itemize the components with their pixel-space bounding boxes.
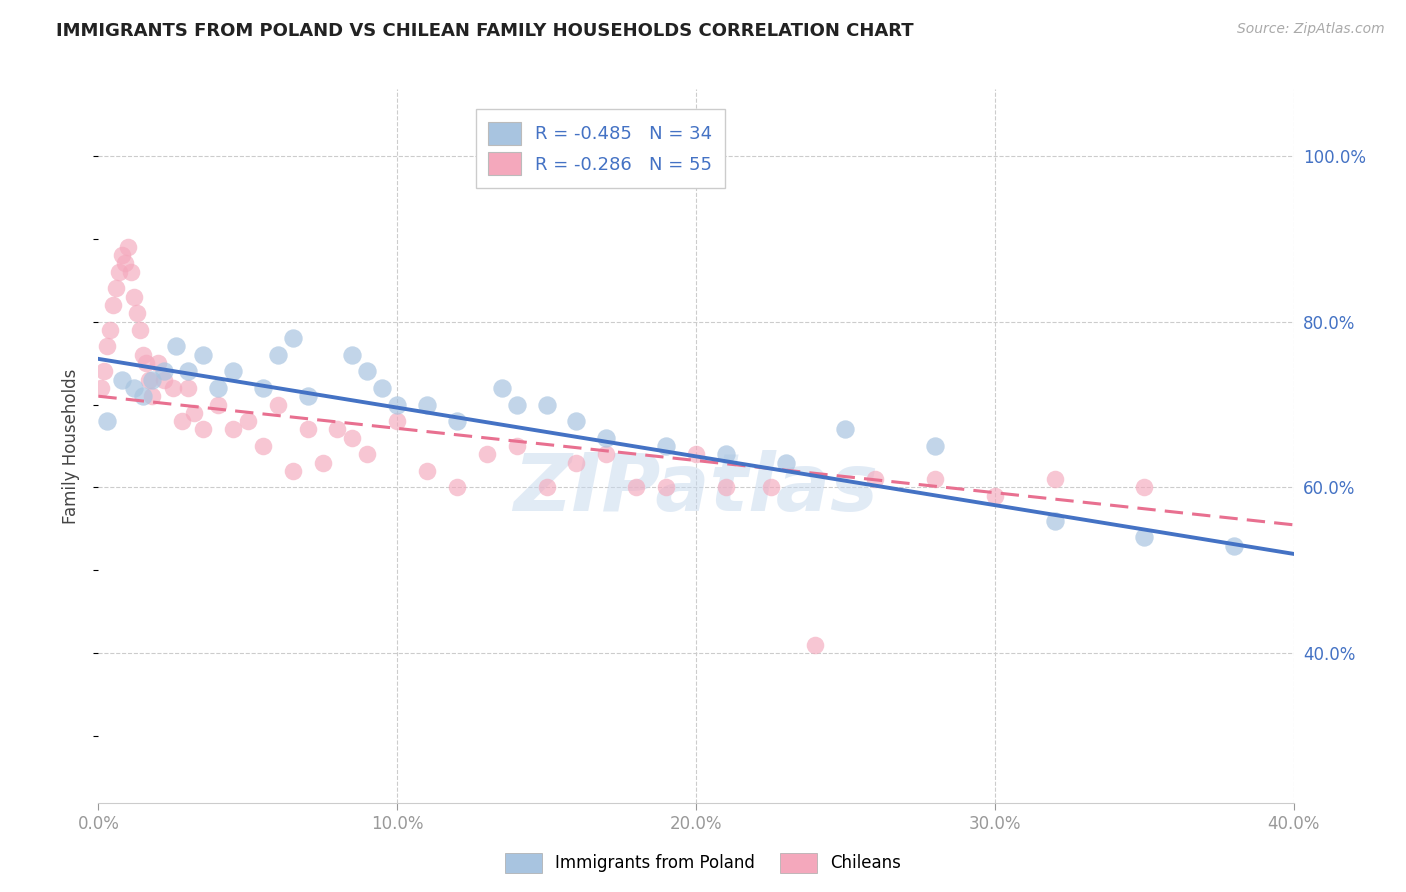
Point xyxy=(297,389,319,403)
Point xyxy=(565,414,588,428)
Point xyxy=(222,422,245,436)
Point xyxy=(124,381,146,395)
Point xyxy=(98,323,122,337)
Point xyxy=(475,447,498,461)
Text: IMMIGRANTS FROM POLAND VS CHILEAN FAMILY HOUSEHOLDS CORRELATION CHART: IMMIGRANTS FROM POLAND VS CHILEAN FAMILY… xyxy=(56,22,914,40)
Point xyxy=(207,381,229,395)
Point xyxy=(834,422,856,436)
Point xyxy=(135,356,157,370)
Point xyxy=(153,364,176,378)
Point xyxy=(924,472,946,486)
Text: ZIPatlas: ZIPatlas xyxy=(513,450,879,528)
Text: Source: ZipAtlas.com: Source: ZipAtlas.com xyxy=(1237,22,1385,37)
Point xyxy=(132,389,155,403)
Point xyxy=(626,481,648,495)
Point xyxy=(865,472,887,486)
Point xyxy=(685,447,707,461)
Point xyxy=(153,373,176,387)
Point xyxy=(129,323,152,337)
Point xyxy=(416,464,439,478)
Point xyxy=(111,248,134,262)
Point xyxy=(252,381,274,395)
Point xyxy=(183,406,205,420)
Point xyxy=(191,422,214,436)
Point xyxy=(714,481,737,495)
Point xyxy=(93,364,115,378)
Point xyxy=(655,481,678,495)
Point xyxy=(506,439,529,453)
Point xyxy=(281,464,304,478)
Point xyxy=(96,414,118,428)
Point xyxy=(385,414,409,428)
Point xyxy=(385,397,409,411)
Point xyxy=(1133,481,1156,495)
Point xyxy=(124,290,146,304)
Point xyxy=(117,240,139,254)
Point xyxy=(446,414,468,428)
Point xyxy=(120,265,142,279)
Point xyxy=(141,389,163,403)
Point xyxy=(714,447,737,461)
Point xyxy=(595,447,617,461)
Point xyxy=(491,381,513,395)
Point xyxy=(281,331,304,345)
Point xyxy=(595,431,617,445)
Point xyxy=(446,481,468,495)
Legend: R = -0.485   N = 34, R = -0.286   N = 55: R = -0.485 N = 34, R = -0.286 N = 55 xyxy=(475,109,725,188)
Point xyxy=(1133,530,1156,544)
Point xyxy=(252,439,274,453)
Point xyxy=(111,373,134,387)
Point xyxy=(326,422,349,436)
Point xyxy=(222,364,245,378)
Point xyxy=(96,339,118,353)
Point xyxy=(655,439,678,453)
Point xyxy=(1043,514,1066,528)
Point xyxy=(356,364,378,378)
Point xyxy=(984,489,1007,503)
Point xyxy=(356,447,378,461)
Point xyxy=(804,638,827,652)
Point xyxy=(311,456,333,470)
Point xyxy=(342,431,364,445)
Point xyxy=(759,481,782,495)
Point xyxy=(536,481,558,495)
Point xyxy=(108,265,131,279)
Point xyxy=(148,356,170,370)
Point xyxy=(536,397,558,411)
Point xyxy=(105,281,128,295)
Point xyxy=(371,381,394,395)
Point xyxy=(127,306,149,320)
Point xyxy=(177,381,200,395)
Point xyxy=(1043,472,1066,486)
Point xyxy=(162,381,184,395)
Legend: Immigrants from Poland, Chileans: Immigrants from Poland, Chileans xyxy=(499,847,907,880)
Point xyxy=(924,439,946,453)
Point xyxy=(207,397,229,411)
Point xyxy=(416,397,439,411)
Point xyxy=(506,397,529,411)
Point xyxy=(1223,539,1246,553)
Y-axis label: Family Households: Family Households xyxy=(62,368,80,524)
Point xyxy=(103,298,125,312)
Point xyxy=(141,373,163,387)
Point xyxy=(90,381,112,395)
Point xyxy=(132,348,155,362)
Point xyxy=(191,348,214,362)
Point xyxy=(565,456,588,470)
Point xyxy=(165,339,187,353)
Point xyxy=(172,414,194,428)
Point xyxy=(138,373,160,387)
Point xyxy=(177,364,200,378)
Point xyxy=(297,422,319,436)
Point xyxy=(267,397,290,411)
Point xyxy=(236,414,259,428)
Point xyxy=(267,348,290,362)
Point xyxy=(342,348,364,362)
Point xyxy=(114,256,136,270)
Point xyxy=(775,456,797,470)
